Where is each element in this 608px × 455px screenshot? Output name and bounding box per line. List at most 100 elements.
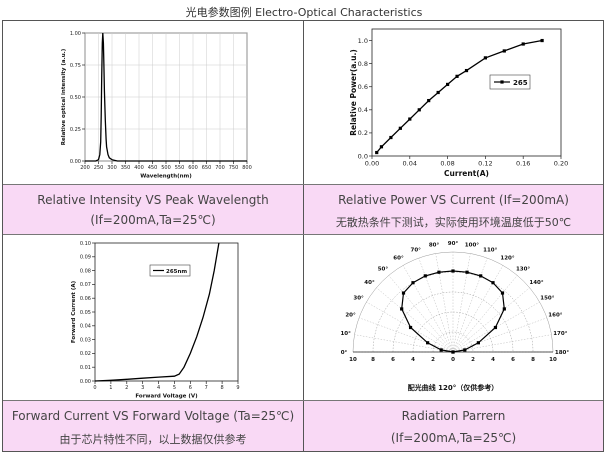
data-point [436,90,440,95]
radius-label: 4 [491,357,495,363]
y-tick-label: 0.0 [358,152,368,160]
y-tick-label: 0.08 [80,268,91,274]
legend-marker [500,80,504,84]
x-tick-label: 6 [189,385,192,391]
caption-cell-iv: Forward Current VS Forward Voltage (Ta=2… [3,401,303,451]
x-axis-label: Wavelength(nm) [140,174,192,180]
angle-label: 170° [553,331,567,337]
angle-label: 60° [393,256,404,262]
x-tick-label: 600 [188,165,198,171]
radius-label: 8 [371,357,375,363]
caption-title: Relative Intensity VS Peak Wavelength [37,193,269,207]
caption-cell-power: Relative Power VS Current (If=200mA) 无散热… [304,185,603,234]
angle-label: 100° [465,243,479,249]
data-point [455,74,459,78]
angle-label: 90° [448,241,459,247]
series-line [376,39,543,153]
caption-cell-radiation: Radiation Parrern (If=200mA,Ta=25℃) [304,401,603,451]
y-tick-label: 0.50 [70,95,81,101]
iv-chart: 0 1 2 3 4 5 6 7 8 9 0.00 0.01 0.02 0.03 0.04 0.05 0.06 0.… [71,241,240,400]
angle-label: 120° [500,256,514,262]
data-point [502,49,506,53]
x-tick-label: 0.08 [440,160,454,168]
x-tick-label: 400 [134,165,144,171]
legend-box [149,264,191,277]
data-point [479,274,483,278]
radius-label: 10 [549,357,557,363]
caption-title: Relative Power VS Current (If=200mA) [338,193,569,207]
angle-label: 140° [529,280,543,286]
caption-title: Forward Current VS Forward Voltage (Ta=2… [11,409,295,423]
power-chart-cell: 0.00 0.04 0.08 0.12 0.16 0.20 0.0 0.2 0.4 0.6 0.8 1… [304,21,603,184]
data-point [451,269,455,273]
y-tick-label: 0.07 [80,282,91,288]
x-tick-label: 0.04 [403,160,417,168]
y-tick-label: 0.05 [80,310,91,316]
series-line [94,242,220,382]
legend-label: 265 [513,79,528,87]
data-point [500,291,505,295]
y-tick-label: 0.06 [80,296,91,302]
x-tick-label: 0.00 [365,160,379,168]
polar-spoke [452,334,552,353]
polar-ring [372,271,534,353]
y-tick-label: 0.8 [358,60,368,68]
angle-label: 30° [353,296,364,302]
data-point [446,82,450,87]
data-point [439,348,443,352]
x-tick-label: 5 [173,385,176,391]
x-tick-label: 0.16 [516,160,530,168]
page-title: 光电参数图例 Electro-Optical Characteristics [185,6,423,19]
radius-label: 8 [531,357,535,363]
characteristics-grid: 200 250 300 350 400 450 500 550 600 650 700 750 800 0… [2,20,604,452]
polar-spoke [435,253,454,353]
radius-label: 2 [431,357,435,363]
spectrum-line [85,32,247,162]
y-tick-label: 0.01 [80,365,91,371]
x-tick-label: 0.12 [478,160,492,168]
caption-note: 由于芯片特性不同，以上数据仅供参考 [59,433,247,446]
data-point [502,307,506,311]
x-tick-label: 300 [107,165,117,171]
data-point [437,270,441,274]
row-divider [3,184,603,185]
angle-label: 150° [540,296,554,302]
x-tick-label: 450 [148,165,158,171]
x-tick-label: 650 [202,165,212,171]
data-point [408,325,413,330]
data-point [426,341,430,345]
x-axis-label: Current(A) [444,169,489,178]
radiation-pattern-chart: 0° 10° 20° 30° 40° 50° 60° 70° 80° 90° 100° 110°120… [340,241,569,392]
x-tick-label: 250 [94,165,104,171]
data-point [540,38,544,43]
y-axis-label: Forward Current (A) [71,280,77,343]
x-tick-label: 200 [80,165,90,171]
radius-label: 2 [471,357,475,363]
y-tick-label: 1.0 [358,37,368,45]
x-tick-label: 4 [157,385,160,391]
x-tick-label: 1 [109,385,112,391]
data-point [464,68,469,73]
angle-label: 180° [555,350,569,356]
x-tick-label: 800 [242,165,252,171]
y-tick-label: 0.04 [80,324,91,330]
data-point [476,341,480,345]
data-point [401,291,406,295]
y-tick-label: 0.4 [358,106,368,114]
y-tick-label: 0.75 [70,63,81,69]
x-tick-label: 550 [175,165,185,171]
x-tick-label: 750 [229,165,239,171]
angle-label: 0° [341,350,348,356]
data-point [411,281,415,285]
x-tick-label: 2 [125,385,128,391]
angle-label: 110° [483,248,497,254]
polar-spoke [402,265,454,353]
x-tick-label: 350 [121,165,131,171]
data-point [483,56,487,60]
y-tick-label: 0.25 [70,127,81,133]
data-point [389,135,393,140]
iv-chart-cell: 0 1 2 3 4 5 6 7 8 9 0.00 0.01 0.02 0.03 0.04 0.05 0.06 0.… [3,235,303,400]
y-tick-label: 0.00 [70,159,81,165]
radius-label: 10 [349,357,357,363]
y-tick-label: 0.09 [80,255,91,261]
